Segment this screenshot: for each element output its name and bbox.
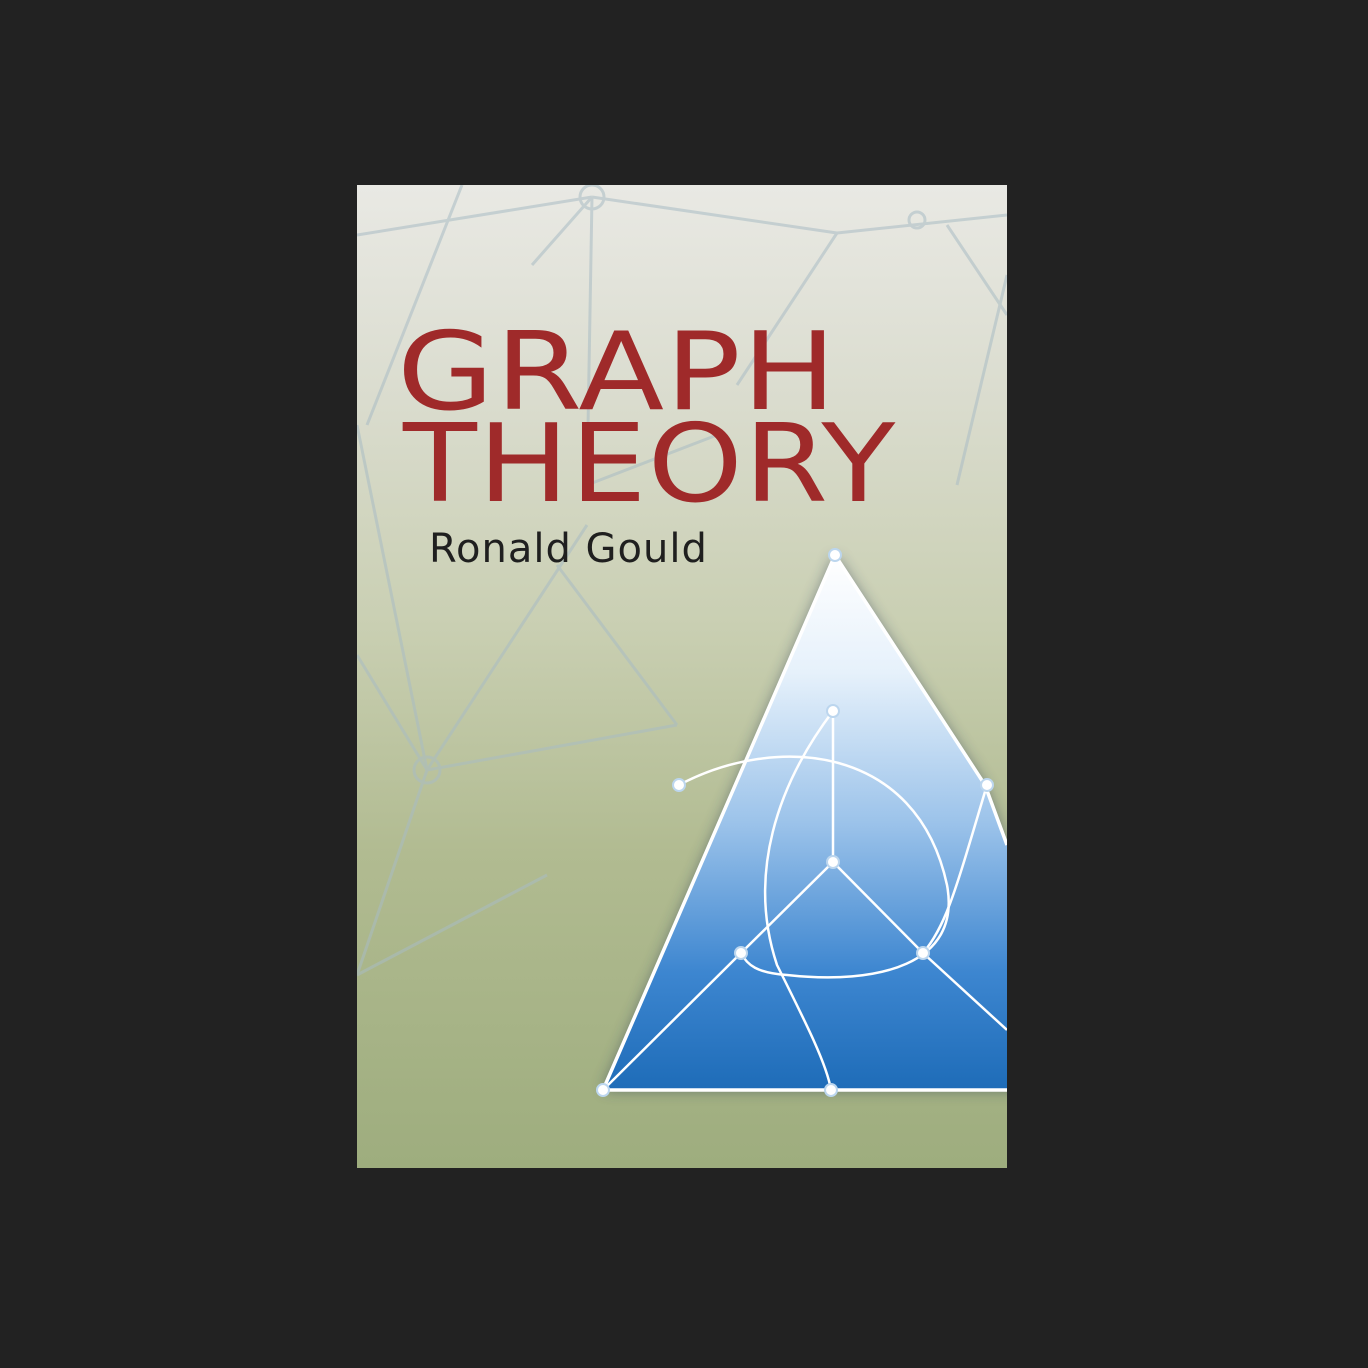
triangle-graph-icon [596,548,1007,1097]
title-line-1: GRAPH [397,310,838,435]
network-graph-icon [357,185,1007,977]
title-line-2: THEORY [403,402,897,527]
book-cover: GRAPH THEORY Ronald Gould [357,185,1007,1168]
author-name: Ronald Gould [429,526,708,572]
